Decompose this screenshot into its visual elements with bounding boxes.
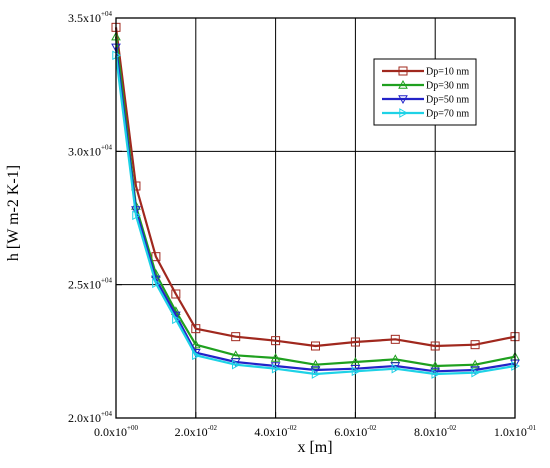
y-tick-label: 3.5x10+04 [68, 10, 112, 25]
data-point [390, 362, 401, 372]
axis-ticks: 0.0x10+00 2.0x10-02 4.0x10-02 6.0x10-02 8.0x… [68, 10, 537, 439]
data-point [132, 210, 141, 221]
data-point [311, 341, 320, 351]
data-point [172, 314, 181, 325]
data-point [470, 359, 480, 369]
data-point [230, 358, 241, 368]
data-point [351, 366, 361, 377]
data-point [311, 369, 321, 379]
legend-label: Dp=30 nm [426, 81, 469, 92]
series-layer [111, 22, 521, 379]
data-point [231, 332, 241, 342]
legend-marker [399, 108, 409, 118]
legend-marker [398, 79, 408, 89]
series-line [114, 55, 516, 376]
legend: Dp=10 nm Dp=30 nm Dp=50 nm Dp=70 nm [373, 58, 477, 126]
y-tick-label: 3.0x10+04 [68, 143, 112, 158]
data-point [430, 360, 441, 370]
y-tick-label: 2.5x10+04 [68, 277, 112, 292]
series-line [114, 36, 516, 368]
data-point [471, 367, 481, 378]
legend-marker [398, 95, 408, 105]
x-axis-label: x [m] [297, 439, 332, 456]
legend-label: Dp=10 nm [426, 67, 469, 78]
data-point [192, 350, 201, 361]
data-point [191, 324, 201, 334]
data-point [152, 278, 161, 289]
x-tick-label: 1.0x10-01 [494, 424, 537, 439]
data-point [430, 341, 440, 351]
legend-label: Dp=50 nm [426, 95, 469, 106]
data-point [190, 339, 201, 349]
data-point [431, 369, 441, 379]
y-tick-label: 2.0x10+04 [68, 410, 112, 425]
data-point [310, 359, 321, 369]
x-tick-label: 2.0x10-02 [175, 424, 218, 439]
x-tick-label: 6.0x10-02 [334, 424, 377, 439]
data-point [391, 363, 401, 374]
data-point [390, 334, 400, 344]
data-point [430, 367, 441, 377]
y-axis-label: h [W m-2 K-1] [5, 165, 22, 261]
data-point [171, 289, 181, 299]
series-4 [112, 50, 521, 379]
data-point [470, 340, 480, 350]
x-tick-label: 4.0x10-02 [254, 424, 297, 439]
legend-label: Dp=70 nm [426, 109, 469, 120]
data-point [270, 352, 281, 362]
data-point [271, 336, 281, 346]
data-point [232, 359, 241, 370]
legend-marker [398, 66, 408, 76]
data-point [270, 362, 281, 372]
plot-frame [115, 17, 516, 419]
series-line [114, 27, 516, 348]
data-point [271, 363, 281, 374]
data-point [350, 337, 360, 347]
x-tick-label: 8.0x10-02 [414, 424, 457, 439]
x-tick-label: 0.0x10+00 [94, 424, 138, 439]
series-1 [111, 22, 520, 351]
data-point [350, 364, 361, 374]
data-point [470, 366, 480, 376]
